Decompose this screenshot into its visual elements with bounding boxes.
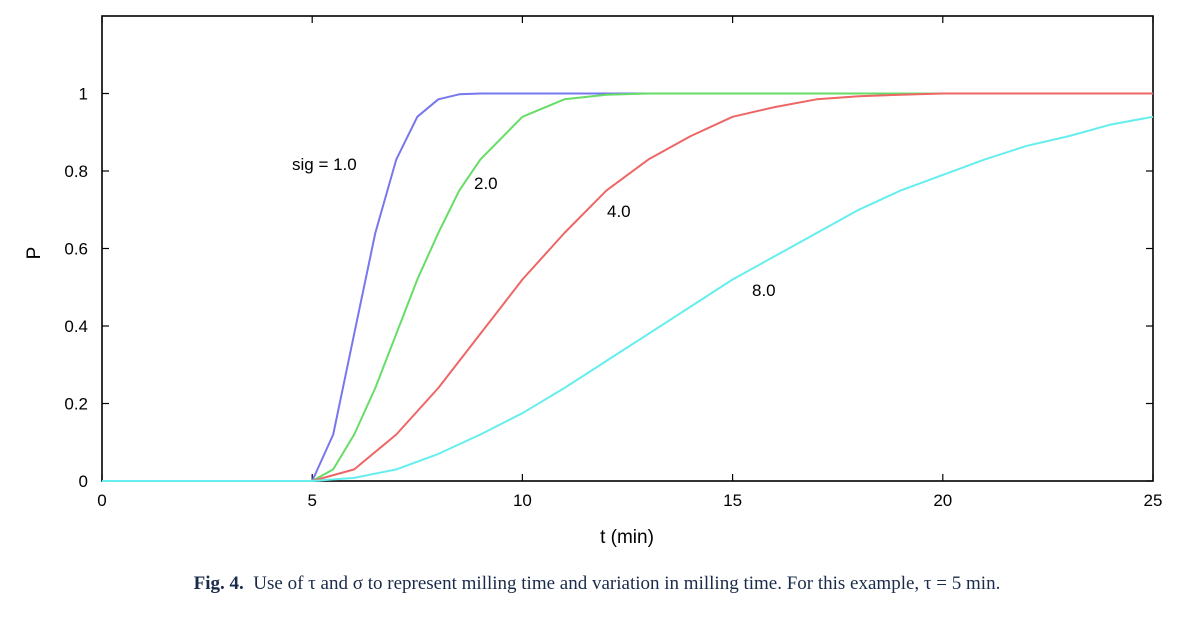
x-tick-label: 15 <box>723 491 742 510</box>
x-tick-label: 20 <box>933 491 952 510</box>
plot-frame <box>101 15 1154 482</box>
x-tick-label: 10 <box>513 491 532 510</box>
series-label: 2.0 <box>474 174 498 193</box>
x-axis-title: t (min) <box>600 527 654 548</box>
y-tick-label: 0.2 <box>64 395 88 414</box>
chart: 0 5 10 15 20 25 0 0.2 0.4 0.6 0.8 1 sig = 1.0 2.0 4.0… <box>24 15 1163 548</box>
y-axis-title: P <box>24 247 45 260</box>
series-label: sig = 1.0 <box>292 155 357 174</box>
figure-caption: Fig. 4. Use of τ and σ to represent mill… <box>0 573 1194 595</box>
y-tick-label: 0.6 <box>64 240 88 259</box>
series-line <box>102 92 1153 482</box>
y-tick-label: 0.4 <box>64 317 88 336</box>
caption-text: Use of τ and σ to represent milling time… <box>253 573 1001 594</box>
x-tick-label: 0 <box>97 491 106 510</box>
caption-figure-number: Fig. 4. <box>193 573 244 594</box>
series-line <box>102 92 1153 482</box>
series-line <box>102 115 1154 482</box>
series-line <box>102 92 1153 482</box>
x-tick-label: 25 <box>1144 491 1163 510</box>
series-label: 4.0 <box>607 202 631 221</box>
series-label: 8.0 <box>752 281 776 300</box>
y-tick-label: 0.8 <box>64 162 88 181</box>
y-tick-label: 0 <box>79 472 88 491</box>
y-tick-label: 1 <box>79 85 88 104</box>
x-tick-label: 5 <box>307 491 316 510</box>
